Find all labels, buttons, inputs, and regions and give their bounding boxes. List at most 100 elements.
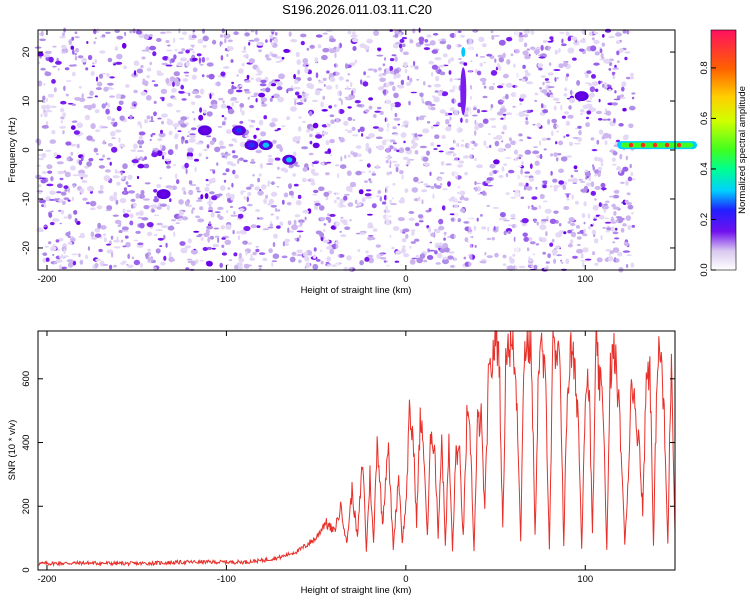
noise-blob <box>209 235 215 240</box>
noise-blob <box>418 36 425 43</box>
noise-blob <box>281 199 285 205</box>
noise-blob <box>99 236 103 239</box>
noise-blob <box>306 129 311 133</box>
noise-blob <box>205 57 210 61</box>
snr-y-axis-label: SNR (10 * v/v) <box>7 420 18 481</box>
noise-blob <box>293 183 299 187</box>
noise-blob <box>433 96 440 103</box>
noise-blob <box>166 204 170 211</box>
noise-blob <box>274 79 280 82</box>
noise-blob <box>534 160 540 166</box>
noise-blob <box>98 248 103 253</box>
noise-blob <box>176 179 180 185</box>
noise-blob <box>444 247 450 253</box>
noise-blob <box>457 30 462 33</box>
noise-blob <box>435 262 441 265</box>
noise-blob <box>230 59 234 63</box>
noise-blob <box>477 123 484 128</box>
noise-blob <box>358 189 364 195</box>
noise-blob <box>537 63 544 68</box>
noise-blob <box>459 190 466 196</box>
noise-blob <box>176 62 184 67</box>
noise-blob <box>444 112 449 117</box>
noise-blob <box>219 34 224 38</box>
noise-blob <box>345 63 349 69</box>
noise-blob <box>401 238 407 243</box>
noise-blob <box>594 198 597 201</box>
noise-blob <box>484 251 487 256</box>
noise-blob <box>494 58 497 63</box>
noise-blob <box>616 139 620 143</box>
noise-blob <box>438 225 445 231</box>
noise-blob <box>275 215 280 220</box>
noise-blob <box>118 100 124 106</box>
noise-blob <box>378 67 382 71</box>
noise-blob <box>439 248 446 254</box>
noise-blob <box>66 80 72 82</box>
noise-blob <box>558 223 562 227</box>
noise-blob <box>217 206 224 211</box>
noise-blob <box>36 164 41 167</box>
noise-blob <box>527 237 533 241</box>
noise-blob <box>47 170 53 174</box>
noise-blob <box>239 84 243 88</box>
noise-blob <box>99 184 104 191</box>
noise-blob <box>611 102 618 106</box>
noise-blob <box>314 57 319 63</box>
noise-blob <box>524 149 532 155</box>
noise-blob <box>533 146 538 149</box>
noise-blob <box>155 229 163 231</box>
noise-blob <box>618 48 624 53</box>
feature-peak <box>640 142 646 148</box>
noise-blob <box>165 64 173 67</box>
noise-blob <box>273 38 279 43</box>
noise-blob <box>186 156 193 160</box>
noise-blob <box>362 81 369 87</box>
noise-blob <box>367 225 374 229</box>
noise-blob <box>290 39 298 43</box>
noise-blob <box>371 171 376 174</box>
noise-blob <box>207 200 214 206</box>
noise-blob <box>38 139 42 145</box>
noise-blob <box>631 224 636 228</box>
noise-blob <box>159 177 162 180</box>
colorbar-tick-label: 0.6 <box>699 112 710 125</box>
noise-blob <box>626 30 630 35</box>
noise-blob <box>429 241 433 244</box>
noise-blob <box>244 91 251 94</box>
noise-blob <box>221 244 225 248</box>
noise-blob <box>309 126 315 132</box>
noise-blob <box>127 253 131 259</box>
noise-blob <box>258 252 266 256</box>
noise-blob <box>578 129 582 136</box>
noise-blob <box>160 129 163 134</box>
noise-blob <box>320 217 325 222</box>
noise-blob <box>77 173 85 177</box>
noise-blob <box>81 156 84 162</box>
noise-blob <box>551 130 554 137</box>
noise-blob <box>179 57 188 62</box>
noise-blob <box>423 81 426 86</box>
noise-blob <box>162 56 169 61</box>
noise-blob <box>525 182 529 187</box>
noise-blob <box>499 212 506 218</box>
streak <box>515 30 520 270</box>
noise-blob <box>529 259 533 262</box>
noise-blob <box>124 31 127 37</box>
noise-blob <box>577 125 582 129</box>
noise-blob <box>411 257 418 260</box>
noise-blob <box>606 227 612 231</box>
noise-blob <box>589 86 596 93</box>
noise-blob <box>310 168 316 174</box>
noise-blob <box>620 227 625 233</box>
noise-blob <box>399 38 405 43</box>
noise-blob <box>402 51 409 56</box>
noise-blob <box>89 207 96 211</box>
noise-blob <box>519 93 527 99</box>
noise-blob <box>568 217 575 222</box>
noise-blob <box>603 203 608 206</box>
noise-blob <box>325 85 333 90</box>
noise-blob <box>169 59 172 64</box>
noise-blob <box>542 39 548 44</box>
noise-blob <box>499 100 505 103</box>
